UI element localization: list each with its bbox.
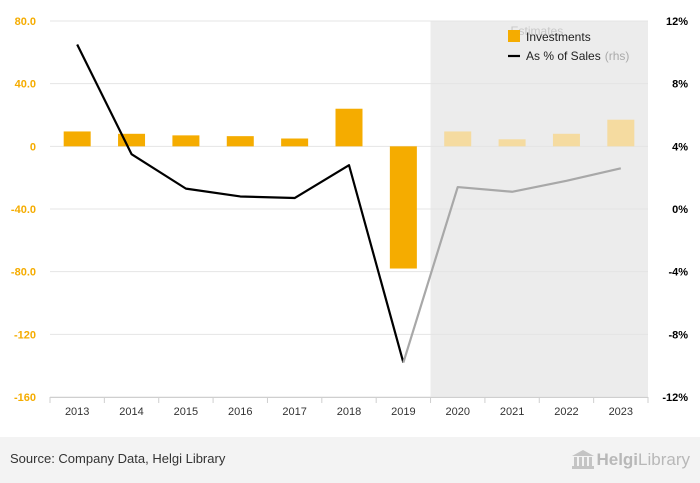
- left-axis: 80.0 40.0 0 -40.0 -80.0 -120 -160: [11, 16, 36, 404]
- bar-2016: [226, 136, 254, 147]
- helgi-library-logo: HelgiLibrary: [570, 447, 690, 473]
- bar-2013: [63, 131, 91, 147]
- legend-swatch-investments: [508, 30, 520, 42]
- line-estimate: [402, 167, 622, 363]
- right-tick-label: 8%: [672, 79, 688, 91]
- left-tick-label: 40.0: [15, 79, 36, 91]
- bar-2017: [281, 138, 309, 147]
- x-tick-label: 2015: [174, 406, 198, 418]
- bar-2022: [552, 133, 580, 147]
- x-axis: 2013 2014 2015 2016 2017 2018 2019 2020 2021 2022…: [49, 397, 649, 418]
- bar-2021: [498, 139, 526, 147]
- x-tick-label: 2023: [609, 406, 633, 418]
- left-tick-label: -120: [14, 329, 36, 341]
- logo-text: HelgiLibrary: [596, 450, 690, 470]
- x-tick-label: 2013: [65, 406, 89, 418]
- chart-canvas: Estimates 80.0 40.0 0 -40.0 -80.0 -120 -160 12…: [11, 16, 688, 418]
- right-tick-label: 0%: [672, 204, 688, 216]
- line-series: [76, 44, 622, 363]
- right-tick-label: -4%: [668, 267, 688, 279]
- right-tick-label: -12%: [662, 392, 688, 404]
- line-actual: [76, 44, 405, 363]
- right-axis: 12% 8% 4% 0% -4% -8% -12%: [662, 16, 688, 404]
- x-tick-label: 2021: [500, 406, 524, 418]
- right-tick-label: 4%: [672, 141, 688, 153]
- x-tick-label: 2019: [391, 406, 415, 418]
- footer: Source: Company Data, Helgi Library Helg…: [0, 437, 700, 483]
- legend-label-investments: Investments: [526, 30, 591, 44]
- x-tick-label: 2022: [554, 406, 578, 418]
- legend-label-pct-sales: As % of Sales (rhs): [526, 49, 629, 63]
- x-tick-label: 2018: [337, 406, 361, 418]
- bar-2019: [389, 146, 417, 269]
- legend-label-pct-sales-main: As % of Sales: [526, 49, 601, 63]
- bar-2020: [444, 131, 472, 147]
- legend: Investments As % of Sales (rhs): [508, 30, 629, 63]
- bar-2015: [172, 135, 200, 147]
- right-tick-label: -8%: [668, 329, 688, 341]
- bar-2014: [118, 133, 146, 147]
- legend-label-rhs: (rhs): [605, 49, 630, 63]
- right-tick-label: 12%: [666, 16, 688, 28]
- left-tick-label: 0: [30, 141, 36, 153]
- left-tick-label: -80.0: [11, 267, 36, 279]
- bar-series: [63, 108, 635, 269]
- x-tick-label: 2020: [445, 406, 469, 418]
- left-tick-label: 80.0: [15, 16, 36, 28]
- logo-text-light: Library: [638, 450, 690, 469]
- x-tick-label: 2017: [282, 406, 306, 418]
- bar-2018: [335, 108, 363, 147]
- x-tick-label: 2014: [119, 406, 143, 418]
- library-building-icon: [572, 450, 595, 469]
- x-tick-label: 2016: [228, 406, 252, 418]
- left-tick-label: -40.0: [11, 204, 36, 216]
- estimates-label: Estimates: [511, 24, 564, 38]
- source-text: Source: Company Data, Helgi Library: [10, 451, 226, 466]
- bar-2023: [607, 119, 635, 147]
- logo-text-bold: Helgi: [596, 450, 639, 469]
- left-tick-label: -160: [14, 392, 36, 404]
